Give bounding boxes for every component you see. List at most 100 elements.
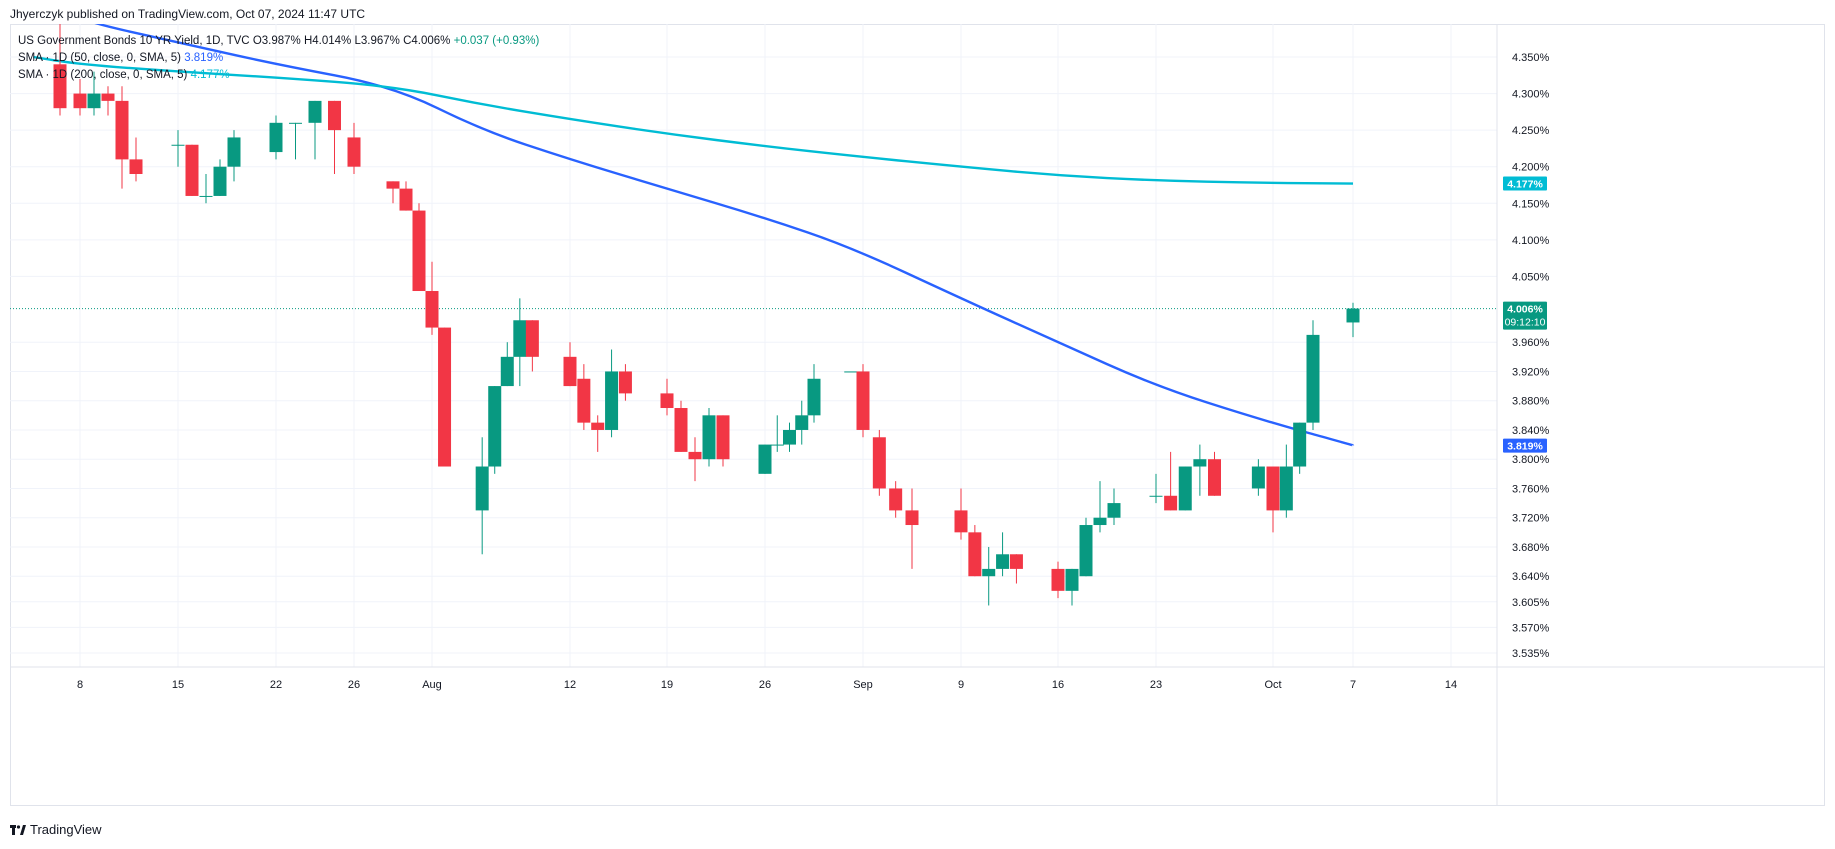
x-tick-label: 7 [1350,679,1356,691]
candle-body-up [199,195,213,197]
candle-body-down [1009,554,1023,569]
candle-body-up [1149,495,1163,497]
sma50-label: SMA · 1D (50, close, 0, SMA, 5) [18,52,181,64]
symbol-name: US Government Bonds 10 YR Yield, 1D, TVC [18,35,250,47]
y-tick-label: 3.605% [1512,597,1550,609]
sma200-label: SMA · 1D (200, close, 0, SMA, 5) [18,69,188,81]
sma50-price-badge-text: 3.819% [1507,441,1543,453]
y-tick-label: 3.760% [1512,483,1550,495]
tradingview-footer[interactable]: TradingView [10,822,102,837]
candle-body-down [563,356,577,387]
sma50-price-badge-bg [1503,438,1547,453]
candle-body-up [475,466,489,511]
candle-body-down [425,291,439,328]
candle-body-down [660,393,674,409]
x-tick-label: Oct [1264,679,1281,691]
sma200-legend[interactable]: SMA · 1D (200, close, 0, SMA, 5) 4.177% [18,69,230,81]
candle-body-up [308,100,322,123]
x-tick-label: 23 [1150,679,1162,691]
y-tick-label: 3.880% [1512,396,1550,408]
candle-body-up [289,122,302,124]
y-tick-label: 3.535% [1512,648,1550,660]
candle-body-up [844,371,858,373]
candle-body-down [129,159,143,175]
high-value: H4.014% [303,35,352,47]
candle-body-up [1065,568,1079,591]
x-tick-label: 22 [270,679,282,691]
candle-body-down [591,422,605,430]
y-tick-label: 3.920% [1512,366,1550,378]
sma50-line [94,24,1354,447]
x-tick-label: 26 [348,679,360,691]
candle-body-up [758,444,772,474]
candle-body-down [53,64,67,109]
x-tick-label: Aug [422,679,442,691]
y-tick-label: 3.800% [1512,454,1550,466]
x-tick-label: Sep [853,679,873,691]
x-tick-label: 19 [661,679,673,691]
y-tick-label: 4.350% [1512,52,1550,64]
candle-body-up [227,137,241,167]
sma200-value: 4.177% [190,69,230,81]
tradingview-logo-icon [10,824,26,835]
candle-body-up [1279,466,1293,511]
candle-body-up [513,320,527,357]
chart-panel[interactable] [10,24,1825,806]
x-tick-label: 26 [759,679,771,691]
candle-body-up [1107,503,1121,518]
candle-body-down [115,100,129,160]
x-tick-label: 9 [958,679,964,691]
candle-body-down [412,210,426,292]
y-tick-label: 3.570% [1512,622,1550,634]
y-tick-label: 4.200% [1512,162,1550,174]
y-tick-label: 3.720% [1512,513,1550,525]
candle-body-down [716,415,730,460]
candle-body-down [856,371,870,430]
candle-body-down [347,137,361,167]
candle-body-up [1251,466,1265,489]
y-tick-label: 3.960% [1512,337,1550,349]
close-value: C4.006% [403,35,451,47]
candle-body-up [171,144,185,146]
y-tick-label: 4.300% [1512,89,1550,101]
countdown-badge-text: 09:12:10 [1505,317,1546,329]
candle-body-up [1093,517,1107,526]
candle-body-up [1193,459,1207,467]
candle-body-up [500,356,514,387]
low-value: L3.967% [354,35,400,47]
y-tick-label: 4.100% [1512,235,1550,247]
candle-body-down [399,188,413,211]
sma200-line [33,55,1354,185]
candle-body-down [101,93,115,101]
candle-body-down [1051,568,1065,591]
candle-body-down [525,320,539,357]
x-tick-label: 12 [564,679,576,691]
candle-body-up [488,386,502,467]
candle-body-down [1266,466,1280,511]
open-value: O3.987% [252,35,301,47]
plot-area[interactable] [10,0,1497,606]
candle-body-up [1079,525,1093,577]
y-tick-label: 3.840% [1512,425,1550,437]
candle-body-up [269,122,283,153]
candle-body-up [213,166,227,196]
last-price-badge-bg [1503,301,1547,330]
candle-body-up [1178,466,1192,511]
sma50-value: 3.819% [184,52,224,64]
candle-body-up [783,429,796,445]
candle-body-up [605,371,619,430]
candle-body-down [954,510,968,533]
sma50-legend[interactable]: SMA · 1D (50, close, 0, SMA, 5) 3.819% [18,52,223,64]
change-value: +0.037 (+0.93%) [453,35,540,47]
candle-body-down [968,532,982,577]
publisher-caption: Jhyerczyk published on TradingView.com, … [10,7,366,21]
candle-body-down [872,437,886,489]
y-tick-label: 4.250% [1512,125,1550,137]
y-tick-label: 3.640% [1512,571,1550,583]
candle-body-down [1208,459,1221,496]
candle-body-down [674,408,688,452]
candle-body-up [1306,334,1320,423]
y-tick-label: 4.050% [1512,271,1550,283]
candle-body-up [702,415,716,460]
